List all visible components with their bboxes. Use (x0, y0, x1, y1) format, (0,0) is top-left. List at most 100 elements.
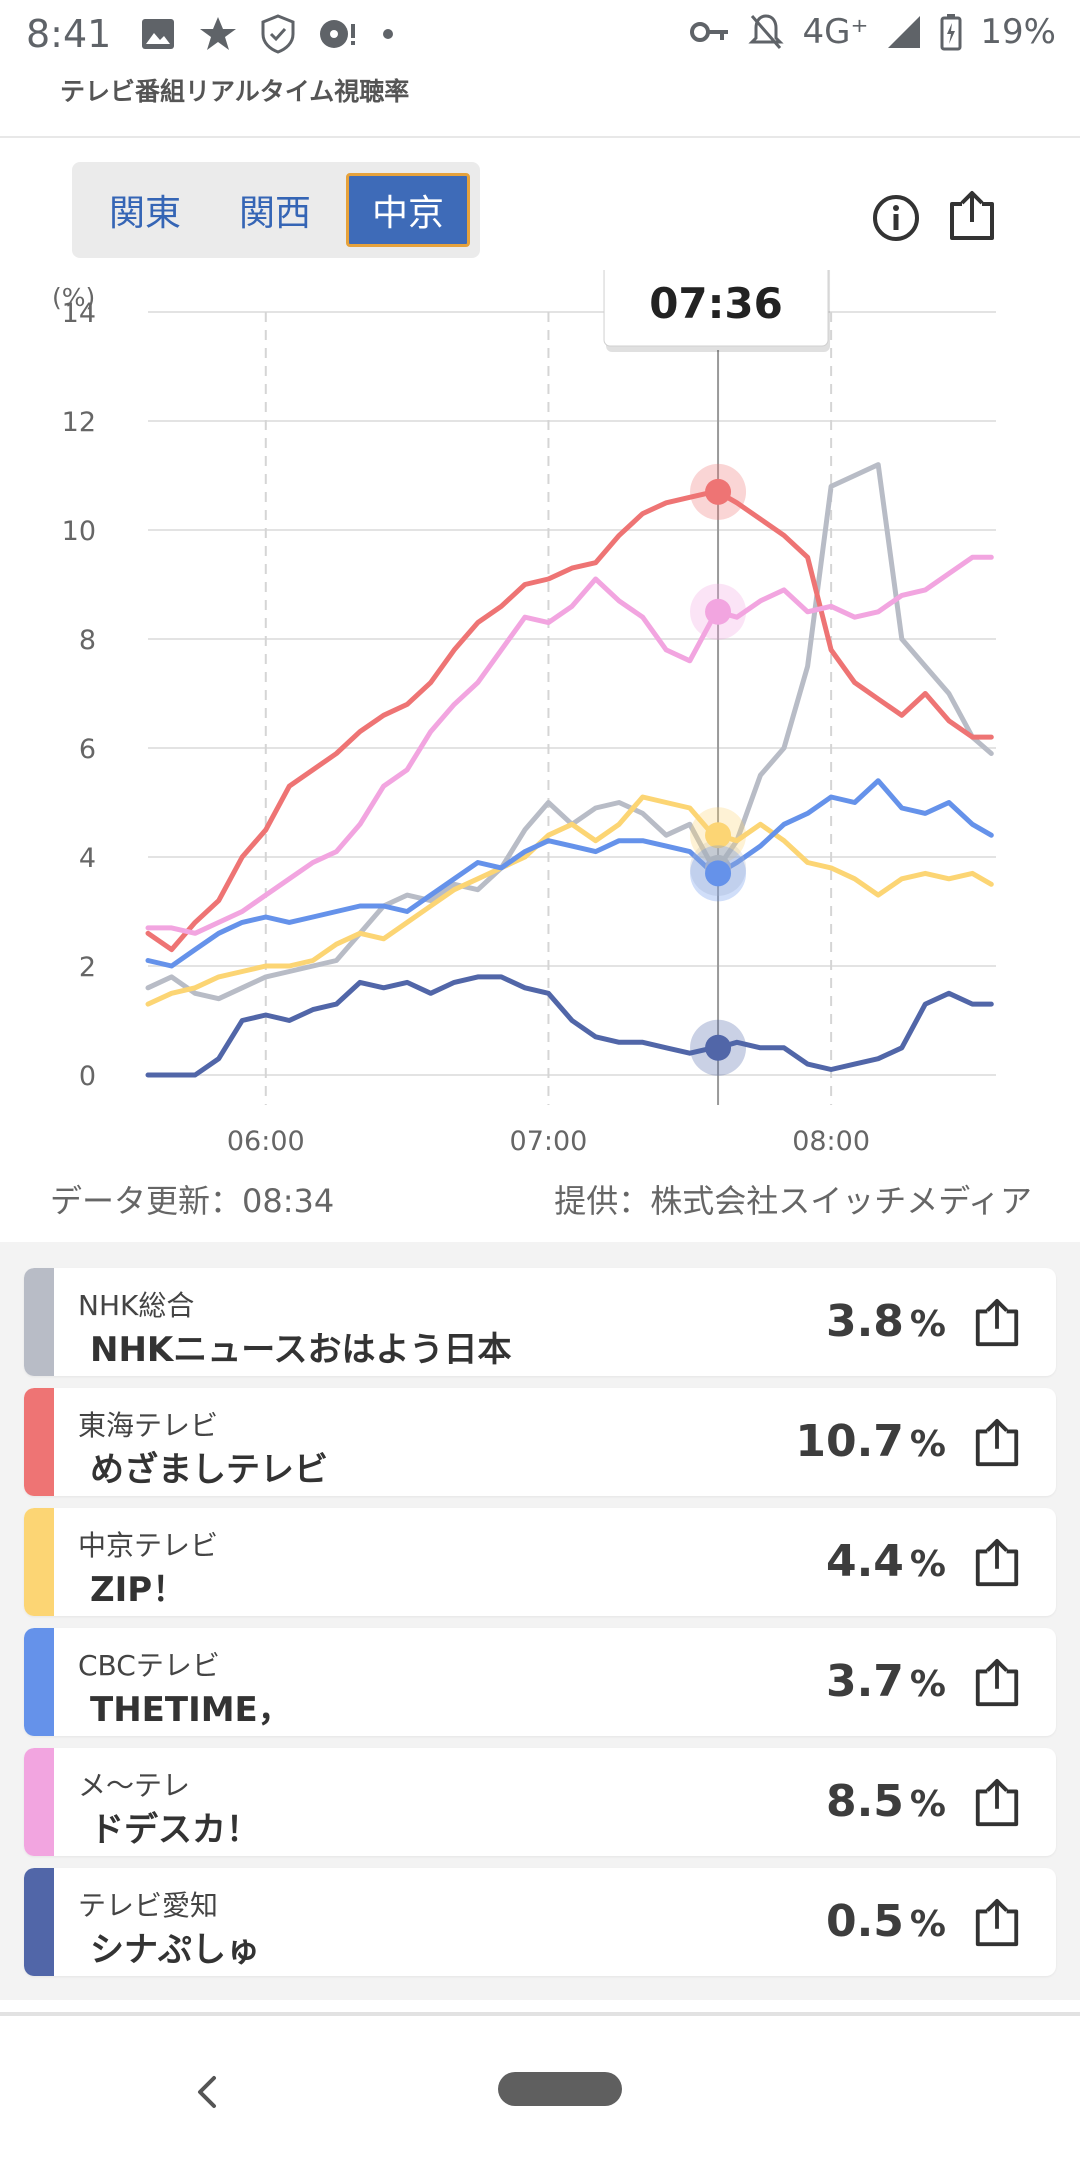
channel-name: 中京テレビ (78, 1529, 219, 1562)
channel-name: NHK総合 (78, 1289, 195, 1322)
channel-name: テレビ愛知 (78, 1889, 219, 1922)
network-type: 4G⁺ (802, 12, 869, 52)
program-name: ZIP！ (90, 1570, 187, 1610)
info-icon[interactable] (872, 194, 920, 242)
y-tick-label: 0 (79, 1061, 96, 1092)
channel-list: NHK総合 NHKニュースおはよう日本 3.8% 東海テレビ めざましテレビ 1… (0, 1242, 1080, 2000)
data-provider-label: 提供：株式会社スイッチメディア (554, 1182, 1032, 1220)
series-line (145, 554, 994, 936)
status-time: 8:41 (26, 12, 112, 56)
x-tick-label: 08:00 (792, 1126, 870, 1157)
signal-icon (888, 16, 921, 48)
rating-unit: % (909, 1784, 946, 1825)
rating-unit: % (909, 1424, 946, 1465)
cursor-marker (705, 478, 732, 505)
program-name: シナぷしゅ (90, 1930, 260, 1970)
channel-color-bar (24, 1868, 54, 1976)
x-tick-label: 07:00 (510, 1126, 588, 1157)
rating-unit: % (909, 1664, 946, 1705)
rating-unit: % (909, 1304, 946, 1345)
y-axis-label: (%) (52, 283, 95, 312)
series-line (145, 974, 994, 1078)
shield-icon (261, 14, 295, 54)
tab-chukyo[interactable]: 中京 (346, 173, 470, 247)
rating-value: 8.5% (826, 1776, 946, 1827)
program-name: ドデスカ！ (90, 1810, 260, 1850)
rating-unit: % (909, 1544, 946, 1585)
share-icon[interactable] (972, 1418, 1022, 1468)
channel-card[interactable]: テレビ愛知 シナぷしゅ 0.5% (24, 1868, 1056, 1976)
share-icon[interactable] (972, 1778, 1022, 1828)
cursor-marker (705, 598, 732, 625)
channel-color-bar (24, 1388, 54, 1496)
rating-number: 3.8 (825, 1296, 904, 1347)
series-line (145, 489, 994, 953)
channel-name: メ〜テレ (78, 1769, 191, 1802)
home-button[interactable] (498, 2072, 622, 2106)
dot-icon (383, 29, 393, 39)
cursor-time-label: 07:36 (649, 279, 783, 328)
rating-value: 4.4% (826, 1536, 946, 1587)
cursor-marker (705, 1034, 732, 1061)
rating-value: 10.7% (795, 1416, 946, 1467)
mute-bell-icon (748, 14, 785, 49)
region-tabs: 関東 関西 中京 (72, 162, 480, 258)
y-tick-label: 2 (79, 952, 96, 983)
channel-name: 東海テレビ (78, 1409, 219, 1442)
vpn-key-icon (690, 22, 729, 42)
system-indicators: 4G⁺ 19% (690, 12, 1056, 52)
channel-color-bar (24, 1268, 54, 1376)
y-tick-label: 14 (62, 298, 96, 329)
rating-value: 3.7% (826, 1656, 946, 1707)
x-tick-label: 06:00 (227, 1126, 305, 1157)
cursor-tooltip (603, 270, 829, 347)
rating-number: 4.4 (825, 1536, 904, 1587)
rating-number: 3.7 (825, 1656, 904, 1707)
share-icon[interactable] (972, 1538, 1022, 1588)
cursor-marker (705, 822, 732, 849)
notification-icons (140, 14, 396, 54)
battery-charging-icon (940, 14, 962, 51)
cursor-marker (705, 860, 732, 887)
y-tick-label: 4 (79, 843, 96, 874)
share-icon[interactable] (972, 1898, 1022, 1948)
y-tick-label: 12 (62, 407, 96, 438)
battery-percent: 19% (980, 12, 1056, 52)
channel-card[interactable]: 中京テレビ ZIP！ 4.4% (24, 1508, 1056, 1616)
rating-number: 0.5 (825, 1896, 904, 1947)
channel-card[interactable]: 東海テレビ めざましテレビ 10.7% (24, 1388, 1056, 1496)
channel-color-bar (24, 1508, 54, 1616)
divider (0, 136, 1080, 138)
share-icon[interactable] (946, 190, 998, 242)
star-icon (200, 17, 236, 50)
y-tick-label: 10 (62, 516, 96, 547)
back-icon[interactable] (190, 2072, 226, 2112)
tab-kanto[interactable]: 関東 (108, 193, 181, 234)
program-name: NHKニュースおはよう日本 (90, 1330, 512, 1370)
image-icon (142, 19, 174, 49)
status-bar: 8:41 4G⁺ 19% (0, 0, 1080, 72)
channel-card[interactable]: NHK総合 NHKニュースおはよう日本 3.8% (24, 1268, 1056, 1376)
rating-value: 3.8% (826, 1296, 946, 1347)
viewing-rate-chart[interactable]: 0 2 4 6 8 10 12 14(%) 06:00 07:00 08:00 07:36 (0, 270, 1080, 1170)
divider (0, 2012, 1080, 2016)
channel-card[interactable]: メ〜テレ ドデスカ！ 8.5% (24, 1748, 1056, 1856)
channel-color-bar (24, 1628, 54, 1736)
channel-name: CBCテレビ (78, 1649, 220, 1682)
app-title: テレビ番組リアルタイム視聴率 (60, 77, 410, 106)
rating-number: 8.5 (825, 1776, 904, 1827)
tab-kansai[interactable]: 関西 (238, 193, 311, 234)
data-updated-label: データ更新：08:34 (50, 1182, 335, 1220)
series-line (145, 778, 994, 969)
y-tick-label: 8 (79, 625, 96, 656)
series-line (145, 462, 994, 1002)
share-icon[interactable] (972, 1298, 1022, 1348)
program-name: THETIME， (90, 1690, 292, 1730)
rating-number: 10.7 (795, 1416, 904, 1467)
rating-unit: % (909, 1904, 946, 1945)
rating-value: 0.5% (826, 1896, 946, 1947)
program-name: めざましテレビ (90, 1450, 328, 1490)
share-icon[interactable] (972, 1658, 1022, 1708)
channel-card[interactable]: CBCテレビ THETIME， 3.7% (24, 1628, 1056, 1736)
y-tick-label: 6 (79, 734, 96, 765)
